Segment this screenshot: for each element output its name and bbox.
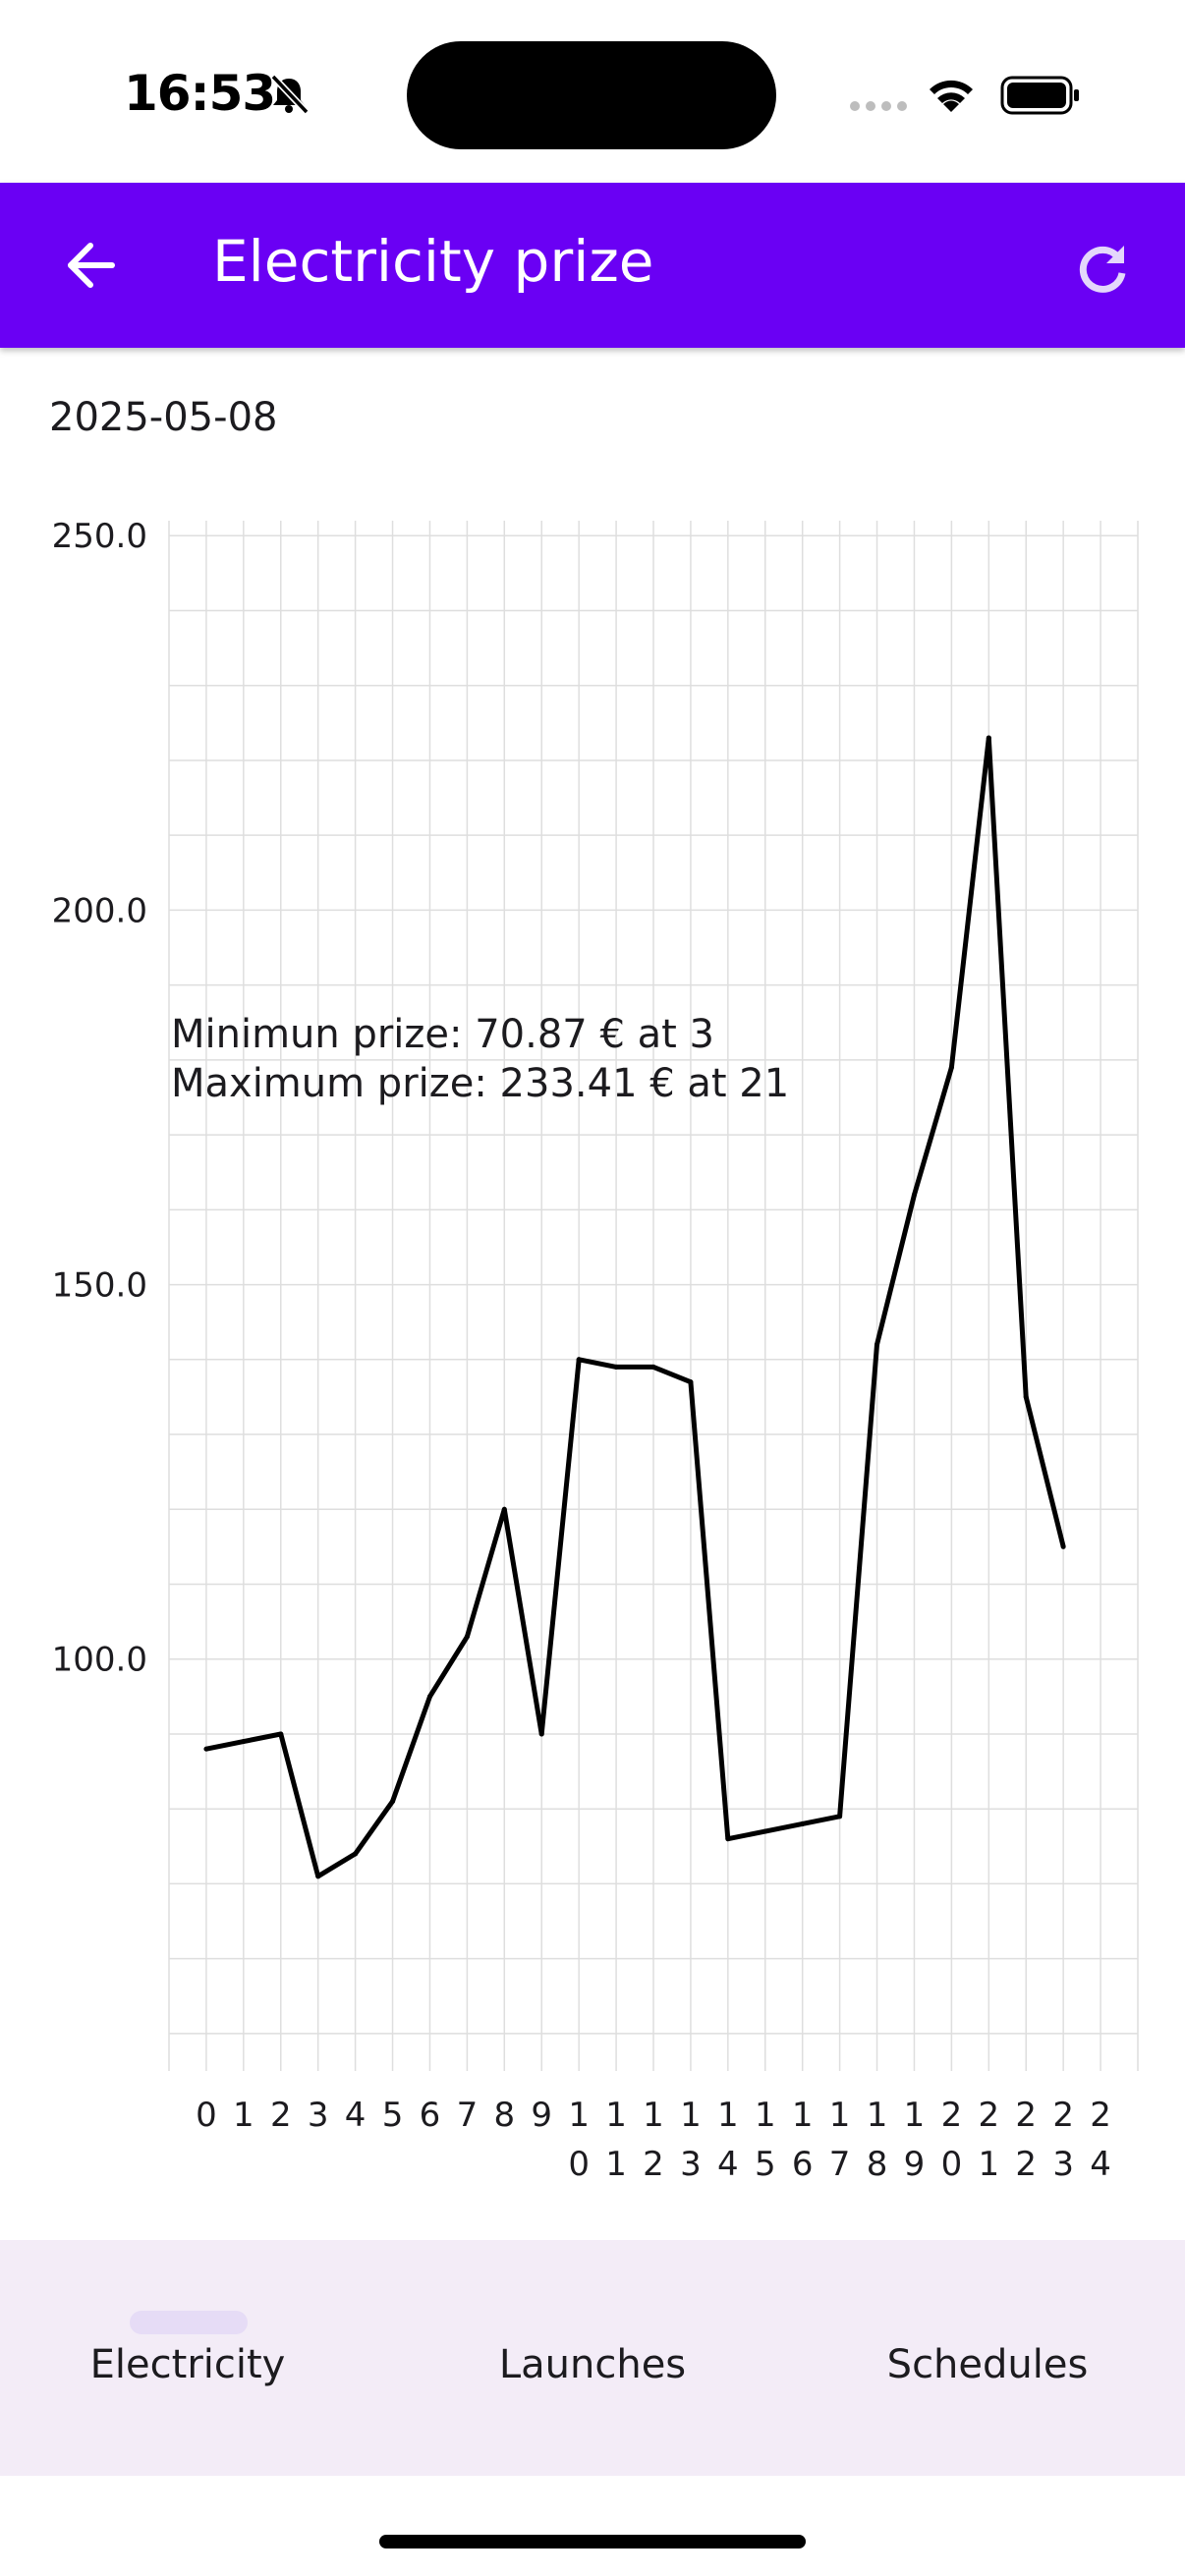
signal-icon bbox=[850, 101, 907, 111]
x-tick-label: 8 bbox=[493, 2096, 515, 2135]
page-title: Electricity prize bbox=[212, 228, 654, 295]
data-point bbox=[241, 1739, 247, 1745]
x-tick-label: 3 bbox=[308, 2096, 329, 2135]
data-point bbox=[688, 1379, 694, 1385]
nav-label-schedules: Schedules bbox=[886, 2342, 1089, 2387]
y-tick-label: 150.0 bbox=[52, 1266, 147, 1306]
chart-annotation-min: Minimun prize: 70.87 € at 3 bbox=[171, 1012, 714, 1057]
x-tick-label: 6 bbox=[420, 2096, 441, 2135]
data-point bbox=[650, 1364, 656, 1370]
nav-active-indicator bbox=[130, 2311, 248, 2334]
data-point bbox=[426, 1694, 432, 1700]
data-point bbox=[762, 1828, 768, 1834]
x-tick-label: 2 bbox=[270, 2096, 292, 2135]
date-label: 2025-05-08 bbox=[49, 395, 278, 440]
nav-label-electricity: Electricity bbox=[89, 2342, 286, 2387]
x-tick-label: 1 bbox=[233, 2096, 254, 2135]
refresh-button[interactable] bbox=[1055, 222, 1150, 316]
nav-item-schedules[interactable]: Schedules bbox=[790, 2240, 1185, 2476]
data-point bbox=[725, 1836, 731, 1842]
x-tick-label: 7 bbox=[457, 2096, 479, 2135]
status-bar: 16:53 bbox=[0, 0, 1185, 183]
nav-item-launches[interactable]: Launches bbox=[395, 2240, 790, 2476]
wifi-icon bbox=[930, 80, 973, 112]
data-point bbox=[278, 1731, 284, 1737]
series-line bbox=[205, 735, 1066, 1879]
data-point bbox=[390, 1799, 396, 1805]
data-point bbox=[538, 1731, 544, 1737]
data-point bbox=[837, 1814, 843, 1820]
y-tick-label: 100.0 bbox=[52, 1641, 147, 1680]
data-point bbox=[464, 1634, 470, 1640]
bell-muted-icon bbox=[270, 74, 310, 115]
back-button[interactable] bbox=[43, 218, 138, 312]
data-point bbox=[948, 1064, 954, 1070]
x-tick-label: 5 bbox=[382, 2096, 404, 2135]
nav-label-launches: Launches bbox=[498, 2342, 687, 2387]
bottom-navigation: Electricity Launches Schedules bbox=[0, 2240, 1185, 2476]
chart-annotation-max: Maximum prize: 233.41 € at 21 bbox=[171, 1061, 789, 1106]
data-point bbox=[353, 1851, 359, 1857]
x-tick-label: 0 bbox=[196, 2096, 217, 2135]
home-indicator bbox=[379, 2535, 806, 2548]
dynamic-island bbox=[407, 41, 776, 149]
refresh-icon bbox=[1079, 246, 1126, 293]
data-point bbox=[875, 1342, 880, 1348]
data-point bbox=[911, 1192, 917, 1198]
data-point bbox=[1023, 1394, 1029, 1400]
status-time: 16:53 bbox=[124, 65, 276, 122]
data-point bbox=[315, 1874, 321, 1879]
x-tick-label: 4 bbox=[345, 2096, 367, 2135]
app-bar: Electricity prize bbox=[0, 183, 1185, 348]
x-tick-label: 9 bbox=[531, 2096, 552, 2135]
data-points bbox=[203, 735, 1066, 1879]
data-point bbox=[1060, 1543, 1066, 1549]
x-axis: 0 1 2 3 4 5 6 7 8 9 1 01 11 21 31 41 51 61 71 81 92 02 12 22 32 4 bbox=[196, 2096, 1111, 2184]
arrow-left-icon bbox=[68, 243, 115, 288]
data-point bbox=[576, 1357, 582, 1363]
chart-grid bbox=[168, 521, 1139, 2071]
battery-icon bbox=[1000, 76, 1079, 115]
y-tick-label: 200.0 bbox=[52, 891, 147, 930]
data-point bbox=[986, 735, 991, 741]
y-tick-label: 250.0 bbox=[52, 517, 147, 556]
y-axis: 100.0 150.0 200.0 250.0 bbox=[52, 517, 147, 1679]
data-point bbox=[203, 1746, 209, 1752]
data-point bbox=[800, 1820, 806, 1826]
nav-item-electricity[interactable]: Electricity bbox=[0, 2240, 395, 2476]
data-point bbox=[501, 1506, 507, 1512]
data-point bbox=[613, 1364, 619, 1370]
